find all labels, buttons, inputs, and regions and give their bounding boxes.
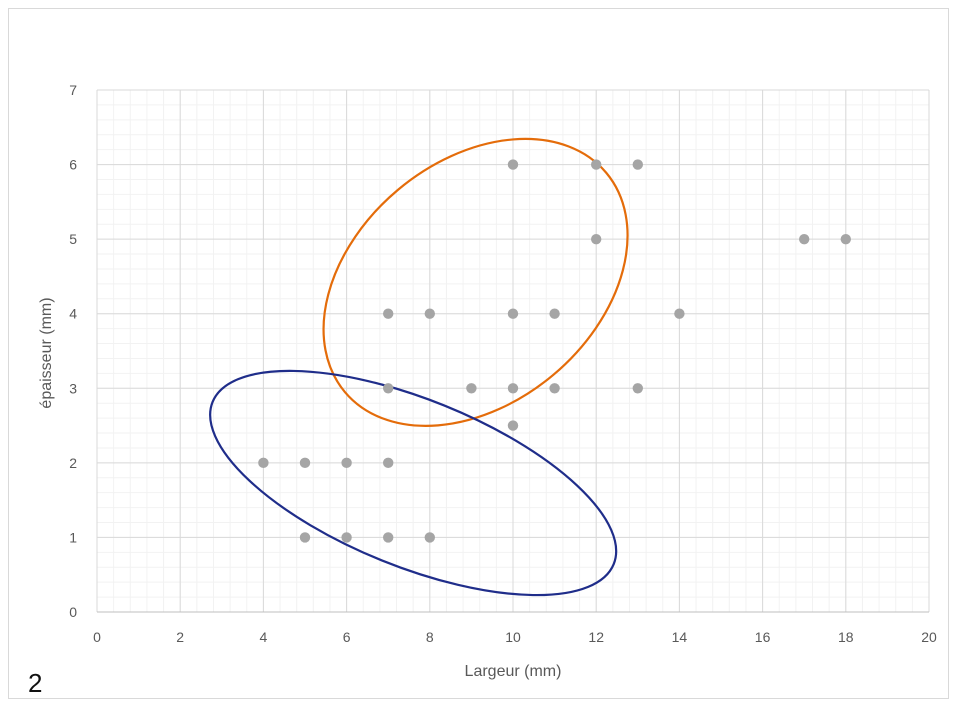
x-tick-label: 8 [426, 629, 434, 645]
data-point [424, 308, 435, 319]
y-tick-label: 7 [69, 82, 77, 98]
data-point [341, 532, 352, 543]
annotation-ellipse-2 [209, 369, 618, 597]
x-tick-label: 12 [588, 629, 604, 645]
data-point [258, 457, 269, 469]
x-tick-label: 0 [93, 629, 101, 645]
y-tick-label: 4 [69, 306, 77, 322]
data-point [383, 532, 394, 543]
data-point [799, 233, 810, 245]
data-point [507, 159, 519, 170]
x-tick-label: 20 [921, 629, 937, 645]
data-point [299, 457, 311, 469]
data-point [632, 383, 643, 394]
y-tick-label: 2 [69, 455, 77, 471]
data-point [549, 308, 560, 319]
x-tick-label: 14 [672, 629, 688, 645]
data-point [674, 308, 685, 319]
y-tick-label: 5 [69, 231, 77, 247]
y-tick-labels: 0 1 2 3 4 5 6 7 [69, 82, 77, 620]
data-point [840, 233, 851, 245]
data-point [549, 383, 560, 394]
data-point [383, 308, 394, 319]
data-point [507, 308, 519, 319]
x-tick-label: 16 [755, 629, 771, 645]
data-point [383, 457, 394, 469]
data-point [341, 457, 352, 469]
data-point [299, 532, 311, 543]
data-point [632, 159, 643, 170]
panel-label: 2 [28, 668, 42, 698]
x-tick-label: 4 [260, 629, 268, 645]
x-axis-title: Largeur (mm) [465, 663, 562, 680]
data-point [466, 383, 477, 394]
x-tick-label: 18 [838, 629, 854, 645]
data-point [507, 383, 519, 394]
x-tick-label: 2 [176, 629, 184, 645]
y-tick-label: 3 [69, 380, 77, 396]
data-point [591, 233, 602, 245]
x-tick-labels: 0 2 4 6 8 10 12 14 16 18 20 [93, 629, 937, 645]
y-tick-label: 1 [69, 529, 77, 545]
chart-border [8, 8, 949, 699]
data-point [591, 159, 602, 170]
annotation-ellipse-1 [322, 137, 629, 427]
data-point [507, 420, 519, 431]
annotation-ellipses [209, 137, 629, 597]
y-axis-title: épaisseur (mm) [38, 297, 55, 408]
data-point [424, 532, 435, 543]
data-points [258, 159, 851, 543]
y-tick-label: 0 [69, 604, 77, 620]
y-tick-label: 6 [69, 157, 77, 173]
data-point [383, 383, 394, 394]
x-tick-label: 6 [343, 629, 351, 645]
x-tick-label: 10 [505, 629, 521, 645]
